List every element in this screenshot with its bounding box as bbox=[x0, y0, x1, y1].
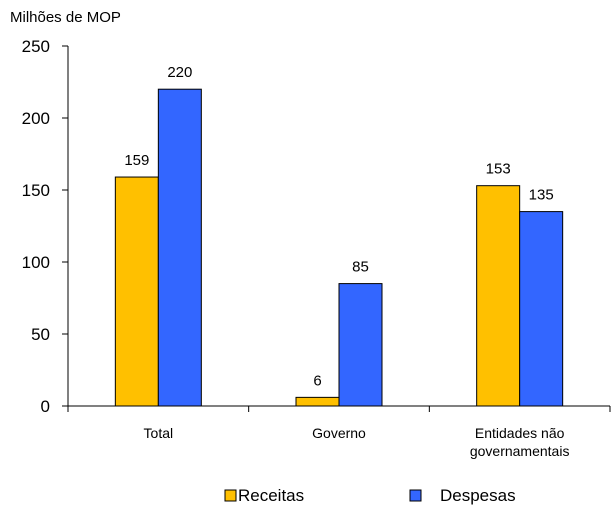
bar-despesas bbox=[519, 211, 564, 407]
legend-swatch-receitas bbox=[224, 489, 237, 502]
legend-swatch-despesas bbox=[409, 489, 422, 502]
bar-receitas bbox=[295, 396, 340, 407]
data-label: 135 bbox=[529, 187, 554, 204]
y-tick-label: 150 bbox=[22, 181, 50, 200]
bar-despesas bbox=[157, 88, 202, 407]
bars: 159 220 6 85 153 135 bbox=[114, 64, 564, 407]
y-tick-label: 50 bbox=[31, 325, 50, 344]
y-tick-label: 250 bbox=[22, 37, 50, 56]
bar-despesas bbox=[338, 283, 383, 407]
unit-label: Milhões de MOP bbox=[10, 9, 121, 26]
legend-label-despesas: Despesas bbox=[440, 486, 516, 505]
legend-label-receitas: Receitas bbox=[238, 486, 304, 505]
y-tick-label: 0 bbox=[41, 397, 50, 416]
data-label: 85 bbox=[352, 259, 369, 276]
y-tick-label: 100 bbox=[22, 253, 50, 272]
data-label: 220 bbox=[167, 64, 192, 81]
bar-receitas bbox=[476, 185, 521, 407]
bar-receitas bbox=[114, 176, 159, 407]
axes: 0 50 100 150 200 250 Total Governo Entidades não… bbox=[22, 37, 611, 459]
category-label: Governo bbox=[312, 425, 366, 441]
data-label: 6 bbox=[313, 372, 321, 389]
data-label: 153 bbox=[486, 161, 511, 178]
y-tick-label: 200 bbox=[22, 109, 50, 128]
data-label: 159 bbox=[124, 152, 149, 169]
category-label: Total bbox=[144, 425, 174, 441]
category-label: Entidades não governamentais bbox=[470, 425, 570, 459]
legend: Receitas Despesas bbox=[224, 486, 516, 505]
